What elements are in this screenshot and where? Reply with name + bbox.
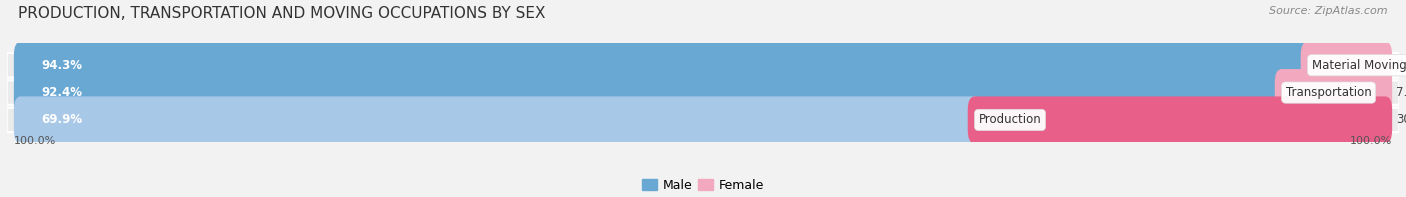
FancyBboxPatch shape (7, 108, 1399, 132)
Text: 30.1%: 30.1% (1396, 113, 1406, 126)
Text: 5.7%: 5.7% (1396, 59, 1406, 72)
FancyBboxPatch shape (14, 42, 1315, 89)
FancyBboxPatch shape (1301, 42, 1392, 89)
FancyBboxPatch shape (7, 53, 1399, 77)
Text: 100.0%: 100.0% (1350, 136, 1392, 146)
Text: Source: ZipAtlas.com: Source: ZipAtlas.com (1270, 6, 1388, 16)
FancyBboxPatch shape (7, 80, 1399, 105)
Text: 92.4%: 92.4% (41, 86, 82, 99)
FancyBboxPatch shape (14, 96, 981, 143)
Text: PRODUCTION, TRANSPORTATION AND MOVING OCCUPATIONS BY SEX: PRODUCTION, TRANSPORTATION AND MOVING OC… (18, 6, 546, 21)
Text: 7.6%: 7.6% (1396, 86, 1406, 99)
Text: Production: Production (979, 113, 1042, 126)
FancyBboxPatch shape (14, 69, 1288, 116)
FancyBboxPatch shape (967, 96, 1392, 143)
Text: 100.0%: 100.0% (14, 136, 56, 146)
Text: 94.3%: 94.3% (41, 59, 82, 72)
Text: Material Moving: Material Moving (1312, 59, 1406, 72)
FancyBboxPatch shape (1275, 69, 1392, 116)
Text: Transportation: Transportation (1285, 86, 1371, 99)
Text: 69.9%: 69.9% (41, 113, 83, 126)
Legend: Male, Female: Male, Female (637, 174, 769, 197)
